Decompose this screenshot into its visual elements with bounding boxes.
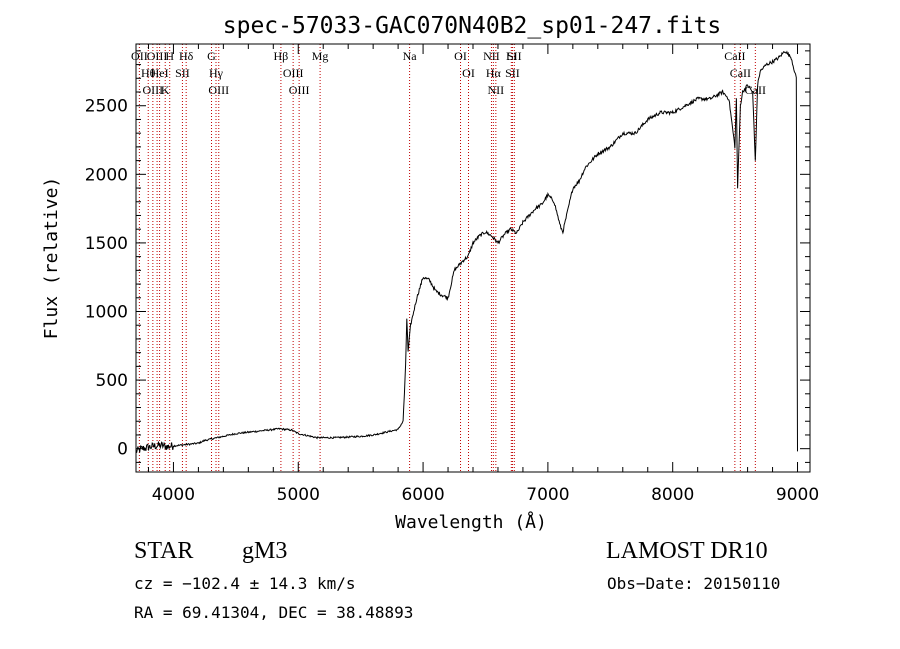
line-marker-label-18: OI [462,66,475,80]
survey-name: LAMOST DR10 [606,538,768,564]
line-marker-label-1: Hθ [141,66,156,80]
line-marker-label-13: OIII [283,66,304,80]
y-tick-label-5: 2500 [85,97,128,117]
spectrum-line [135,50,798,453]
x-tick-label-4: 8000 [651,485,694,505]
line-marker-label-12: Hβ [274,49,289,63]
line-marker-label-21: NII [488,83,505,97]
line-marker-label-16: Na [403,49,418,63]
y-axis-label: Flux (relative) [41,177,62,340]
object-subclass: gM3 [242,538,288,564]
line-marker-label-3: OIII [147,49,168,63]
line-marker-label-9: G [207,49,216,63]
line-marker-label-14: OIII [289,83,310,97]
line-marker-label-17: OI [454,49,467,63]
spectrum-series [135,50,798,453]
x-tick-label-2: 6000 [401,485,444,505]
line-marker-label-10: Hγ [209,66,224,80]
chart-title: spec-57033-GAC070N40B2_sp01-247.fits [223,13,722,39]
line-marker-label-2: OIII [143,83,164,97]
line-marker-label-26: CaII [730,66,751,80]
x-axis-label: Wavelength (Å) [395,511,547,533]
line-marker-label-15: Mg [312,49,329,63]
line-marker-label-24: SII [507,49,522,63]
line-marker-label-0: OII [131,49,148,63]
line-marker-label-6: H [165,49,174,63]
obs-date: Obs−Date: 20150110 [607,574,781,593]
line-marker-label-11: OIII [208,83,229,97]
line-marker-label-23: SII [505,66,520,80]
axis-ticks: 4000 5000 6000 7000 8000 9000 0 500 1000 1500 2000… [85,44,819,505]
line-marker-label-8: Hδ [179,49,194,63]
y-tick-label-1: 500 [96,371,128,391]
line-marker-label-7: SII [175,66,190,80]
line-marker-label-4: HeI [151,66,169,80]
line-marker-label-5: K [161,83,170,97]
y-tick-label-0: 0 [117,440,128,460]
coordinates: RA = 69.41304, DEC = 38.48893 [134,603,414,622]
plot-frame [135,43,811,473]
x-tick-label-1: 5000 [277,485,320,505]
x-tick-label-3: 7000 [526,485,569,505]
redshift-text: cz = −102.4 ± 14.3 km/s [134,574,356,593]
y-tick-label-3: 1500 [85,234,128,254]
x-tick-label-0: 4000 [152,485,195,505]
line-marker-label-22: Li [506,49,517,63]
x-tick-label-5: 9000 [776,485,819,505]
y-tick-label-2: 1000 [85,303,128,323]
line-marker-label-25: CaII [724,49,745,63]
object-class: STAR [134,538,194,564]
line-marker-label-19: NII [483,49,500,63]
y-tick-label-4: 2000 [85,165,128,185]
line-marker-label-20: Hα [486,66,502,80]
